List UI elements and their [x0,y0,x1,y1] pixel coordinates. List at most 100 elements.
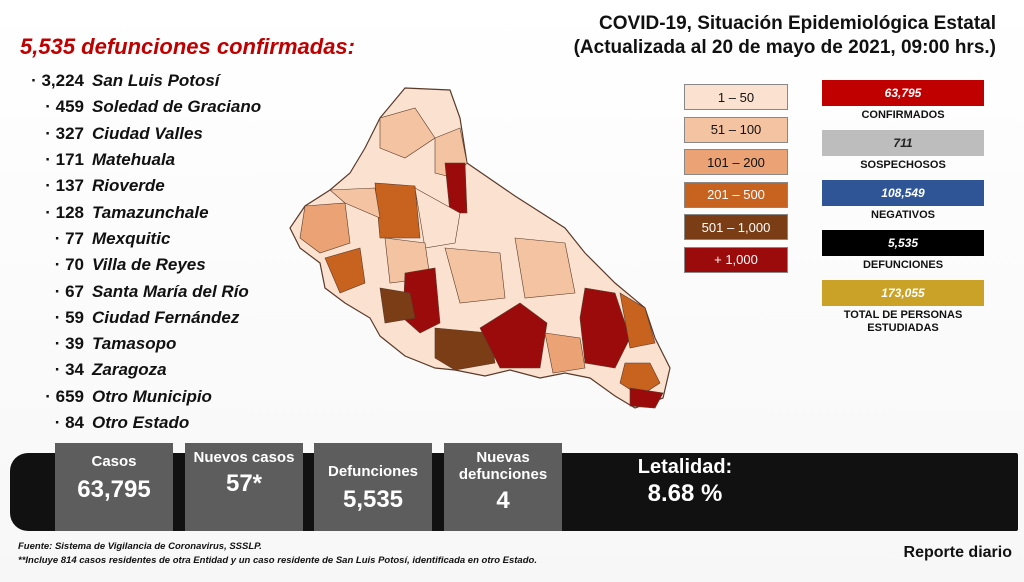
new-cases-label: Nuevos casos [193,449,295,466]
municipality-name: Soledad de Graciano [92,97,262,117]
municipality-count: · 84 [54,413,84,432]
municipality-name: Ciudad Fernández [92,307,240,327]
stat-value: 711 [822,130,984,156]
legend-item: 51 – 100 [684,116,788,143]
legend-item: + 1,000 [684,246,788,273]
municipality-count: · 67 [54,281,84,301]
stats-panel: 63,795 CONFIRMADOS 711 SOSPECHOSOS 108,549 NE… [822,80,984,343]
municipality-count: · 128 [45,202,84,222]
stat-label: CONFIRMADOS [861,109,945,121]
map-region [544,332,586,374]
map-outline [289,87,671,409]
legend-item: 101 – 200 [684,149,788,175]
title-line-2: (Actualizada al 20 de mayo de 2021, 09:0… [573,37,996,58]
stat-label: TOTAL DE PERSONAS ESTUDIADAS [843,309,963,334]
footnotes: Fuente: Sistema de Vigilancia de Coronav… [18,540,537,568]
source-note: Fuente: Sistema de Vigilancia de Coronav… [18,541,262,552]
state-map [289,87,671,409]
municipality-count: · 34 [54,360,84,380]
cases-card: Casos 63,795 [55,443,173,531]
title-line-1: COVID-19, Situación Epidemiológica Estat… [599,13,996,34]
stat-item: 108,549 NEGATIVOS [822,180,984,222]
lethality-label: Letalidad: [637,456,733,478]
stat-item: 63,795 CONFIRMADOS [822,80,984,122]
cases-note: **Incluye 814 casos residentes de otra E… [18,555,537,566]
new-deaths-label: Nuevas defunciones [458,449,548,483]
new-cases-card: Nuevos casos 57* [185,443,303,531]
municipality-list: · 3,224 San Luis Potosí · 459 Soledad de Gr… [22,68,322,436]
municipality-row: · 77 Mexquitic [22,226,322,252]
map-region [514,237,576,299]
municipality-name: Ciudad Valles [92,123,203,143]
legend-item: 1 – 50 [684,84,788,110]
municipality-row: · 39 Tamasopo [22,331,322,357]
deaths-value: 5,535 [342,486,404,513]
report-label: Reporte diario [903,544,1012,561]
map-region [329,187,381,219]
municipality-count: · 459 [45,97,84,117]
municipality-row: · 3,224 San Luis Potosí [22,68,322,94]
municipality-row: · 84 Otro Estado [22,410,322,436]
map-region [629,387,664,409]
municipality-name: Otro Estado [92,413,190,432]
new-deaths-card: Nuevas defunciones 4 [444,443,562,531]
stat-label: NEGATIVOS [871,209,935,221]
stat-label: SOSPECHOSOS [860,159,946,171]
lethality-value: 8.68 % [647,480,723,507]
legend: 1 – 50 51 – 100 101 – 200 201 – 500 501 – 1,… [684,84,788,279]
municipality-name: Mexquitic [92,228,171,248]
map-region [444,247,506,304]
municipality-count: · 70 [54,255,84,275]
municipality-count: · 327 [45,123,84,143]
municipality-row: · 128 Tamazunchale [22,199,322,225]
municipality-name: Otro Municipio [92,386,212,406]
municipality-count: · 171 [45,150,84,170]
legend-item: 201 – 500 [684,181,788,208]
municipality-name: San Luis Potosí [92,71,220,91]
municipality-name: Zaragoza [92,360,167,380]
municipality-row: · 459 Soledad de Graciano [22,94,322,120]
new-deaths-value: 4 [496,487,510,514]
municipality-name: Villa de Reyes [92,255,206,275]
map-region [324,247,366,294]
page-title: COVID-19, Situación Epidemiológica Estat… [574,12,996,60]
stat-value: 63,795 [822,80,984,106]
municipality-name: Tamazunchale [92,202,209,222]
municipality-count: · 39 [54,334,84,354]
municipality-name: Santa María del Río [92,281,249,301]
municipality-count: · 77 [54,228,84,248]
legend-item: 501 – 1,000 [684,214,788,240]
municipality-row: · 70 Villa de Reyes [22,252,322,278]
stat-value: 173,055 [822,280,984,306]
map-region [299,202,351,254]
municipality-row: · 171 Matehuala [22,147,322,173]
municipality-count: · 137 [45,176,84,196]
stat-value: 5,535 [822,230,984,256]
municipality-name: Matehuala [92,150,176,170]
map-region [479,302,548,369]
municipality-name: Rioverde [92,176,165,196]
municipality-row: · 67 Santa María del Río [22,278,322,304]
stat-item: 173,055 TOTAL DE PERSONAS ESTUDIADAS [822,280,984,335]
map-region [619,292,656,349]
municipality-row: · 659 Otro Municipio [22,384,322,410]
map-region [379,107,436,159]
map-region [374,182,421,239]
municipality-count: · 659 [45,386,84,406]
map-region [444,162,468,214]
cases-value: 63,795 [77,476,151,503]
map-region [414,187,461,249]
deaths-headline: 5,535 defunciones confirmadas: [20,34,355,59]
map-region [434,327,496,371]
stat-item: 5,535 DEFUNCIONES [822,230,984,272]
map-region [579,287,631,369]
new-cases-value: 57* [225,470,263,497]
lethality-block: Letalidad: 8.68 % [575,455,795,508]
municipality-count: · 59 [54,307,84,327]
municipality-row: · 34 Zaragoza [22,357,322,383]
deaths-card: Defunciones 5,535 [314,443,432,531]
municipality-row: · 137 Rioverde [22,173,322,199]
municipality-count: · 3,224 [31,71,84,91]
stat-value: 108,549 [822,180,984,206]
